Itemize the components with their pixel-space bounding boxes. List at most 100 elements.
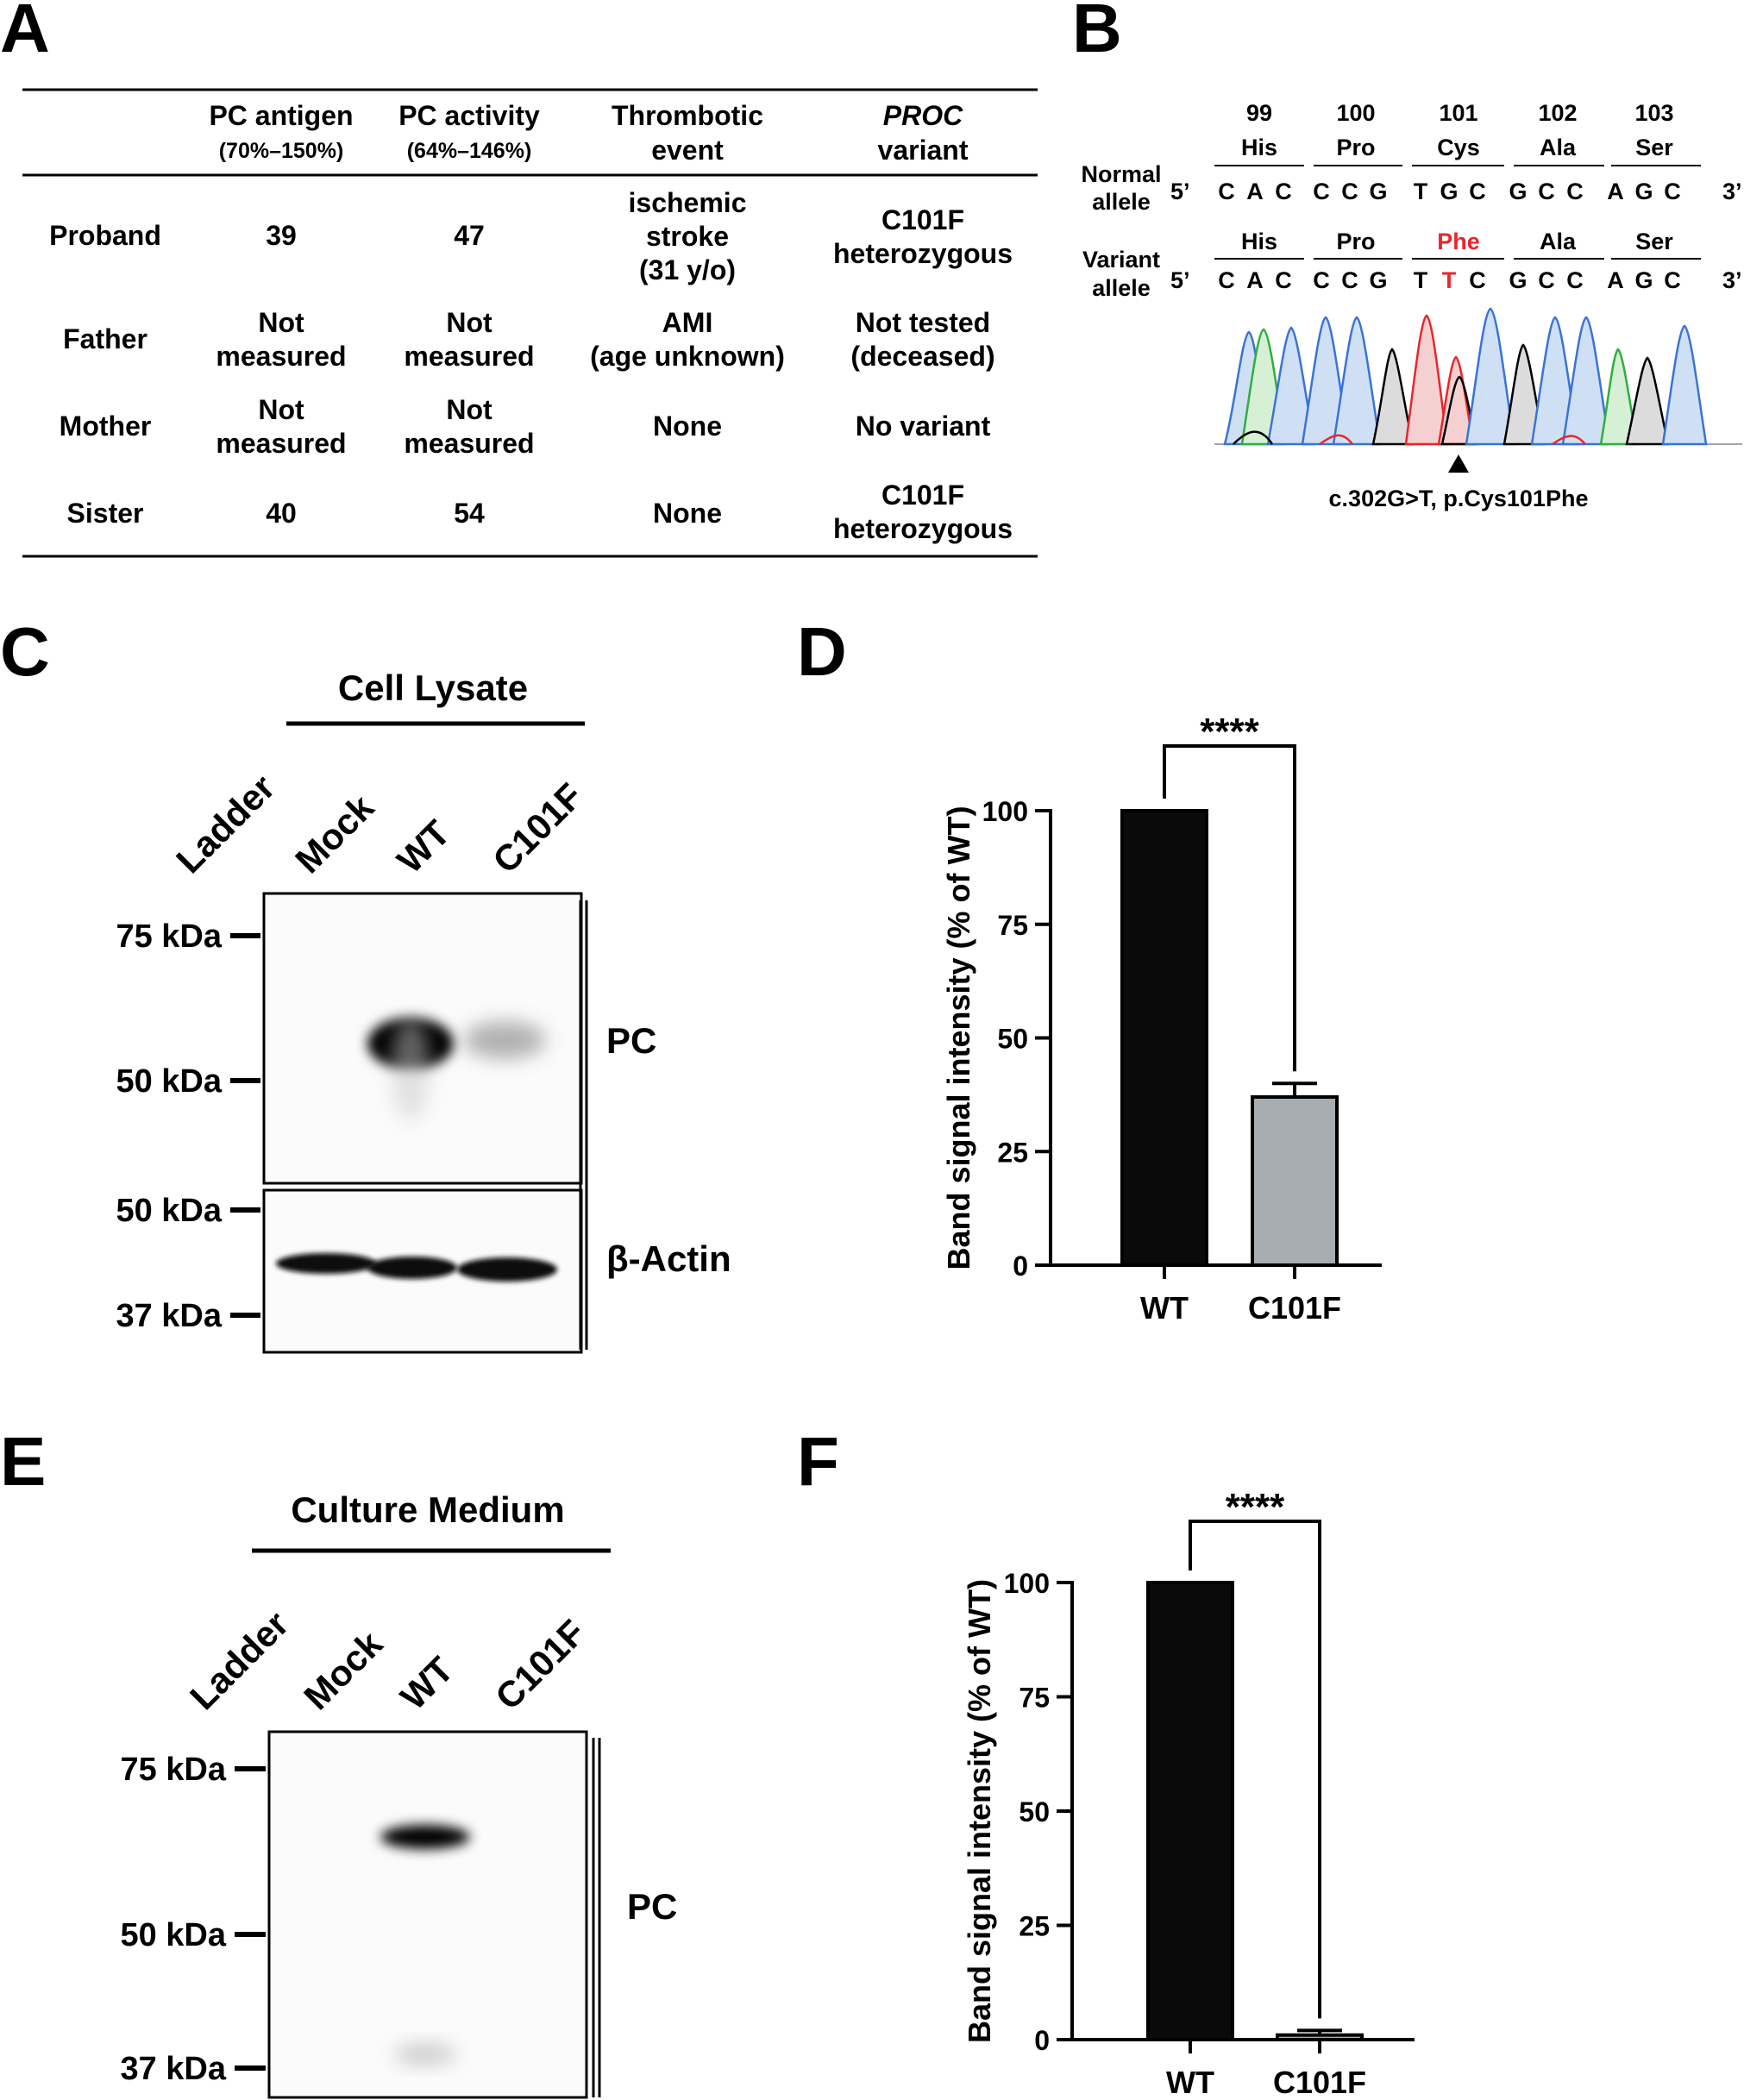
- variant-base: T: [1442, 267, 1457, 293]
- clinical-table: PC antigen (70%–150%) PC activity (64%–1…: [22, 88, 1038, 558]
- panel-label-b: B: [1072, 0, 1122, 66]
- blot-c-actin-label: β-Actin: [606, 1238, 731, 1279]
- normal-aa-99: His: [1241, 135, 1277, 160]
- blot-c-actin-wt: [367, 1257, 457, 1279]
- normal-base: C: [1566, 179, 1584, 204]
- chart-f-y-tick-label: 50: [1019, 1796, 1050, 1827]
- header-pc-antigen: PC antigen: [209, 100, 353, 131]
- cell-proband-event-1: ischemic: [629, 187, 747, 218]
- cell-proband-variant-2: heterozygous: [833, 238, 1013, 269]
- variant-base: C: [1275, 267, 1292, 293]
- variant-base: G: [1369, 267, 1387, 293]
- blot-e: Culture Medium Ladder Mock WT C101F 75 k…: [120, 1489, 677, 2099]
- normal-base: G: [1634, 179, 1653, 204]
- chart-f-bar-c101f: [1276, 2033, 1364, 2041]
- normal-base: C: [1341, 179, 1358, 204]
- variant-base: A: [1246, 267, 1264, 293]
- row-label-father: Father: [63, 323, 147, 354]
- variant-base: T: [1414, 267, 1428, 293]
- panel-label-e: E: [0, 1423, 46, 1500]
- codon-number-103: 103: [1634, 100, 1673, 126]
- cell-father-variant-2: (deceased): [850, 341, 994, 372]
- cell-proband-variant-1: C101F: [881, 204, 964, 235]
- codon-number-102: 102: [1538, 100, 1577, 126]
- cell-mother-antigen-1: Not: [258, 394, 304, 425]
- variant-5prime: 5’: [1170, 267, 1190, 293]
- chart-d-y-tick-label: 0: [1013, 1251, 1028, 1282]
- normal-base: G: [1440, 179, 1458, 204]
- normal-base: G: [1369, 179, 1387, 204]
- cell-mother-event: None: [653, 411, 722, 442]
- chart-d-significance-bracket: [1163, 744, 1296, 1072]
- normal-base: C: [1664, 179, 1681, 204]
- blot-e-band-wt-lower: [394, 2043, 456, 2066]
- panel-label-d: D: [797, 613, 847, 690]
- variant-aa-101: Phe: [1437, 229, 1480, 254]
- chromatogram: [1214, 307, 1742, 446]
- variant-base: C: [1469, 267, 1486, 293]
- blot-e-marker-75: 75 kDa: [120, 1752, 226, 1788]
- blot-c-band-c101f: [463, 1021, 546, 1059]
- codon-number-99: 99: [1246, 100, 1272, 126]
- row-label-mother: Mother: [60, 411, 152, 442]
- variant-base: C: [1664, 267, 1681, 293]
- cell-mother-variant: No variant: [856, 411, 991, 442]
- chart-d: 0 25 50 75 100 WT C101F Band signal intensity (…: [941, 711, 1382, 1326]
- blot-c-marker-50-top: 50 kDa: [116, 1063, 222, 1100]
- chart-d-y-axis-label: Band signal intensity (% of WT): [941, 806, 976, 1270]
- chart-f-y-tick-label: 25: [1019, 1911, 1050, 1942]
- blot-e-marker-37: 37 kDa: [120, 2051, 226, 2087]
- normal-base: C: [1469, 179, 1486, 204]
- cell-sister-activity: 54: [454, 498, 485, 529]
- cell-mother-antigen-2: measured: [216, 428, 346, 459]
- variant-base: C: [1218, 267, 1235, 293]
- table-header: PC antigen (70%–150%) PC activity (64%–1…: [209, 100, 968, 166]
- panel-label-a: A: [0, 0, 50, 66]
- variant-aa-103: Ser: [1635, 229, 1673, 254]
- chart-f-x-label-wt: WT: [1166, 2065, 1214, 2100]
- chart-f-y-tick-label: 75: [1019, 1683, 1050, 1714]
- blot-e-marker-50: 50 kDa: [120, 1917, 226, 1953]
- variant-allele-label-2: allele: [1092, 275, 1151, 301]
- chart-d-bar-c101f: [1251, 1095, 1339, 1268]
- normal-base: T: [1414, 179, 1428, 204]
- panel-label-c: C: [0, 613, 50, 690]
- blot-c-actin-mock: [276, 1253, 376, 1274]
- header-pc-antigen-range: (70%–150%): [219, 139, 344, 163]
- cell-sister-variant-1: C101F: [881, 480, 964, 511]
- cell-mother-activity-1: Not: [446, 394, 492, 425]
- table-body: Proband 39 47 ischemic stroke (31 y/o) C…: [49, 187, 1013, 544]
- normal-aa-102: Ala: [1540, 135, 1577, 160]
- cell-father-antigen-1: Not: [258, 307, 304, 338]
- normal-3prime: 3’: [1722, 179, 1742, 204]
- normal-base: G: [1509, 179, 1527, 204]
- mutation-arrow-icon: [1448, 454, 1469, 473]
- cell-father-antigen-2: measured: [216, 341, 346, 372]
- header-thrombotic: Thrombotic: [612, 100, 763, 131]
- blot-e-lane-ladder: Ladder: [182, 1603, 296, 1717]
- blot-c-marker-37: 37 kDa: [116, 1298, 222, 1334]
- variant-3prime: 3’: [1722, 267, 1742, 293]
- variant-aa-100: Pro: [1336, 229, 1375, 254]
- chart-d-x-label-c101f: C101F: [1248, 1290, 1341, 1326]
- chart-f: 0 25 50 75 100 WT C101F Band signal intensity (…: [962, 1486, 1415, 2100]
- chart-f-x-label-c101f: C101F: [1273, 2065, 1366, 2100]
- header-proc: PROC: [883, 100, 963, 131]
- chart-d-y-tick-label: 25: [997, 1137, 1028, 1168]
- cell-mother-activity-2: measured: [404, 428, 534, 459]
- chart-d-significance-label: ****: [1200, 711, 1259, 753]
- cell-sister-antigen: 40: [266, 498, 297, 529]
- chart-f-significance-label: ****: [1226, 1486, 1285, 1528]
- normal-base: A: [1607, 179, 1624, 204]
- normal-allele-label-2: allele: [1092, 189, 1151, 215]
- variant-allele-label-1: Variant: [1082, 247, 1160, 273]
- chart-d-x-label-wt: WT: [1140, 1290, 1189, 1326]
- cell-father-activity-2: measured: [404, 341, 534, 372]
- chart-f-y-axis-label: Band signal intensity (% of WT): [962, 1579, 997, 2043]
- chart-f-y-tick-label: 0: [1034, 2025, 1050, 2056]
- header-proc-variant: variant: [878, 135, 969, 166]
- blot-e-lane-wt: WT: [392, 1649, 461, 1718]
- codon-number-101: 101: [1439, 100, 1477, 126]
- chart-d-y-tick-label: 100: [982, 796, 1028, 827]
